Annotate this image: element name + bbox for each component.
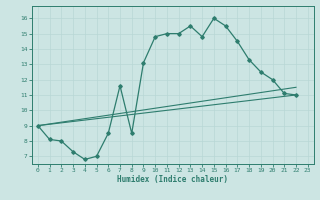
X-axis label: Humidex (Indice chaleur): Humidex (Indice chaleur) [117, 175, 228, 184]
